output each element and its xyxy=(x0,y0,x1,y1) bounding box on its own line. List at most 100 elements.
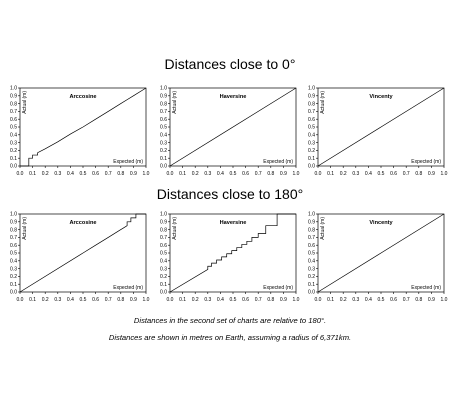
chart-3: 0.00.10.20.30.40.50.60.70.80.91.00.0 0.1 0… xyxy=(308,86,448,177)
data-line xyxy=(317,87,445,167)
x-tick-label: 1.0 xyxy=(293,171,300,177)
x-axis-label: Expected (m) xyxy=(113,159,143,165)
x-tick-label: 0.3 xyxy=(54,297,61,303)
x-tick-label: 0.0 xyxy=(315,297,322,303)
x-tick-label: 1.0 xyxy=(441,171,448,177)
x-tick-label: 0.4 xyxy=(67,171,74,177)
y-tick-label: 0.0 xyxy=(308,290,315,296)
chart-title: Arccosine xyxy=(69,94,96,100)
y-tick-label: 1.0 xyxy=(308,86,315,92)
x-tick-label: 0.7 xyxy=(105,171,112,177)
x-tick-label: 0.0 xyxy=(167,297,174,303)
footnote-earth-radius: Distances are shown in metres on Earth, … xyxy=(108,333,352,342)
y-tick-label: 0.6 xyxy=(160,243,167,249)
x-tick-label: 0.3 xyxy=(352,171,359,177)
x-tick-label: 0.6 xyxy=(92,297,99,303)
y-tick-label: 0.5 xyxy=(308,125,315,131)
chart-6: 0.00.10.20.30.40.50.60.70.80.91.00.0 0.1 0… xyxy=(308,212,448,303)
y-tick-label: 0.2 xyxy=(10,148,17,154)
x-tick-label: 0.8 xyxy=(415,171,422,177)
x-tick-label: 0.9 xyxy=(428,171,435,177)
section-title-near-180: Distances close to 180° xyxy=(156,186,304,202)
y-tick-label: 0.2 xyxy=(308,148,315,154)
x-tick-label: 0.5 xyxy=(80,297,87,303)
chart-5: 0.00.10.20.30.40.50.60.70.80.91.00.0 0.1 0… xyxy=(160,212,300,303)
y-tick-label: 0.9 xyxy=(10,94,17,100)
y-tick-label: 0.1 xyxy=(160,282,167,288)
y-tick-label: 0.3 xyxy=(308,266,315,272)
x-tick-label: 0.2 xyxy=(340,297,347,303)
y-tick-label: 0.7 xyxy=(10,109,17,115)
x-tick-label: 0.8 xyxy=(267,297,274,303)
data-line xyxy=(169,87,297,167)
x-tick-label: 0.9 xyxy=(428,297,435,303)
x-tick-label: 0.8 xyxy=(117,171,124,177)
chart-title: Haversine xyxy=(220,94,247,100)
y-tick-label: 0.6 xyxy=(10,243,17,249)
x-tick-label: 0.4 xyxy=(217,171,224,177)
y-tick-label: 0.4 xyxy=(160,259,167,265)
x-tick-label: 0.7 xyxy=(255,171,262,177)
y-tick-label: 0.5 xyxy=(160,251,167,257)
y-tick-label: 0.8 xyxy=(10,227,17,233)
x-tick-label: 0.1 xyxy=(29,297,36,303)
chart-title: Haversine xyxy=(220,220,247,226)
x-axis-label: Expected (m) xyxy=(113,285,143,291)
x-tick-label: 1.0 xyxy=(293,297,300,303)
y-tick-label: 0.4 xyxy=(160,133,167,139)
x-tick-label: 0.0 xyxy=(315,171,322,177)
y-tick-label: 0.5 xyxy=(10,251,17,257)
y-tick-label: 0.1 xyxy=(308,282,315,288)
x-tick-label: 0.2 xyxy=(340,171,347,177)
x-tick-label: 0.6 xyxy=(92,171,99,177)
y-tick-label: 0.9 xyxy=(308,94,315,100)
y-tick-label: 0.3 xyxy=(10,140,17,146)
x-tick-label: 0.0 xyxy=(17,171,24,177)
y-tick-label: 0.2 xyxy=(308,274,315,280)
y-axis-label: Actual (m) xyxy=(22,217,28,240)
y-tick-label: 0.4 xyxy=(10,133,17,139)
y-tick-label: 0.7 xyxy=(160,109,167,115)
x-tick-label: 0.7 xyxy=(403,171,410,177)
y-tick-label: 0.9 xyxy=(160,94,167,100)
x-tick-label: 0.4 xyxy=(365,297,372,303)
x-tick-label: 0.1 xyxy=(29,171,36,177)
y-tick-label: 0.5 xyxy=(160,125,167,131)
data-line xyxy=(20,87,147,167)
x-tick-label: 1.0 xyxy=(441,297,448,303)
y-tick-label: 0.8 xyxy=(160,101,167,107)
y-tick-label: 0.3 xyxy=(160,140,167,146)
x-tick-label: 0.5 xyxy=(230,297,237,303)
x-tick-label: 0.1 xyxy=(179,171,186,177)
chart-title: Vincenty xyxy=(369,220,393,226)
y-axis-label: Actual (m) xyxy=(172,217,178,240)
y-tick-label: 0.9 xyxy=(308,220,315,226)
x-tick-label: 0.7 xyxy=(403,297,410,303)
x-tick-label: 0.0 xyxy=(167,171,174,177)
y-tick-label: 0.7 xyxy=(160,235,167,241)
y-tick-label: 0.1 xyxy=(160,156,167,162)
x-tick-label: 0.2 xyxy=(42,171,49,177)
y-tick-label: 0.1 xyxy=(10,282,17,288)
y-tick-label: 0.9 xyxy=(10,220,17,226)
y-tick-label: 0.3 xyxy=(308,140,315,146)
x-tick-label: 0.1 xyxy=(327,171,334,177)
y-tick-label: 1.0 xyxy=(10,86,17,92)
y-axis-label: Actual (m) xyxy=(22,91,28,114)
x-axis-label: Expected (m) xyxy=(411,285,441,291)
x-axis-label: Expected (m) xyxy=(263,159,293,165)
x-tick-label: 0.8 xyxy=(117,297,124,303)
x-tick-label: 0.3 xyxy=(204,297,211,303)
y-axis-label: Actual (m) xyxy=(320,217,326,240)
y-tick-label: 0.7 xyxy=(308,235,315,241)
x-tick-label: 0.9 xyxy=(280,171,287,177)
y-tick-label: 0.0 xyxy=(308,164,315,170)
x-tick-label: 0.3 xyxy=(54,171,61,177)
x-tick-label: 0.7 xyxy=(105,297,112,303)
y-tick-label: 0.4 xyxy=(308,133,315,139)
x-tick-label: 0.2 xyxy=(192,171,199,177)
y-tick-label: 0.4 xyxy=(308,259,315,265)
x-tick-label: 0.2 xyxy=(42,297,49,303)
y-tick-label: 0.2 xyxy=(160,148,167,154)
